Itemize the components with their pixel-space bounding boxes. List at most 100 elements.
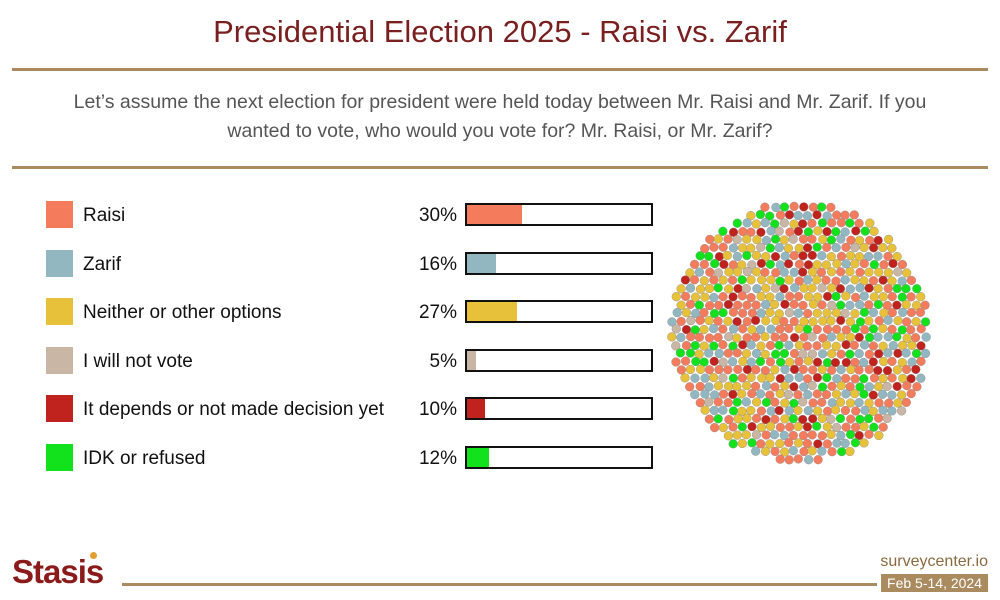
dot — [879, 260, 889, 270]
dot — [807, 218, 817, 228]
dot — [709, 341, 719, 351]
dot — [765, 340, 776, 351]
dot — [865, 332, 875, 343]
dot — [892, 332, 902, 342]
dot — [699, 324, 709, 335]
dot — [794, 291, 804, 302]
survey-date-badge: Feb 5-14, 2024 — [881, 574, 988, 592]
dot — [822, 373, 832, 383]
dot — [738, 324, 748, 334]
dot — [728, 324, 739, 334]
dot — [893, 316, 903, 326]
dot — [845, 284, 855, 294]
dot — [769, 430, 780, 440]
dot — [807, 283, 817, 293]
dot — [887, 276, 897, 286]
dot — [854, 252, 865, 262]
dot — [868, 324, 879, 334]
dot — [873, 251, 883, 261]
dot — [802, 422, 813, 432]
dot — [737, 275, 747, 285]
bar-track — [465, 445, 653, 469]
dot — [709, 405, 719, 416]
dot — [849, 210, 859, 220]
dot — [681, 307, 692, 318]
dot — [718, 275, 728, 285]
dot — [747, 389, 757, 399]
dot — [728, 341, 738, 351]
dot — [850, 242, 860, 253]
dot — [770, 251, 781, 262]
dot — [827, 283, 837, 293]
dot — [789, 316, 799, 327]
dot — [873, 283, 883, 294]
dot — [812, 260, 822, 270]
dot — [751, 300, 761, 310]
dot — [751, 348, 762, 359]
legend-swatch — [46, 249, 73, 277]
dot — [728, 439, 738, 449]
dot — [859, 291, 869, 301]
dot — [817, 364, 827, 375]
dot — [755, 389, 766, 399]
dot — [818, 234, 828, 245]
dot — [863, 251, 874, 262]
dot — [812, 242, 822, 252]
dot — [817, 283, 827, 293]
dot — [807, 380, 817, 391]
dot — [699, 276, 709, 286]
dot — [672, 307, 682, 318]
dot — [785, 357, 795, 367]
dot — [757, 275, 767, 285]
dot — [728, 406, 739, 416]
dot — [793, 405, 803, 416]
dot — [864, 398, 874, 408]
dot — [841, 373, 851, 384]
dot — [798, 267, 808, 277]
dot — [751, 413, 762, 423]
dot — [827, 365, 837, 375]
dot — [906, 325, 916, 335]
dot — [784, 340, 794, 350]
dot — [689, 275, 700, 285]
dot — [709, 242, 719, 252]
dot — [860, 226, 870, 236]
dot — [893, 267, 903, 277]
dot — [760, 446, 771, 456]
dot — [713, 381, 724, 391]
bar-track — [465, 348, 653, 372]
dot — [746, 292, 756, 303]
dot — [836, 251, 847, 261]
dot — [855, 267, 865, 277]
dot — [746, 372, 756, 383]
dot — [901, 397, 911, 408]
dot — [803, 356, 814, 366]
dot — [873, 299, 884, 310]
legend-swatch — [46, 443, 73, 471]
dot — [784, 259, 794, 269]
dot — [695, 364, 706, 375]
dot — [784, 275, 794, 285]
dot — [741, 430, 751, 440]
dot — [826, 414, 836, 424]
dot — [859, 307, 870, 317]
dot — [713, 316, 723, 326]
dot — [714, 365, 724, 375]
legend-swatch — [46, 201, 73, 228]
dot — [765, 243, 775, 253]
dot — [883, 332, 893, 342]
dot — [845, 300, 855, 311]
bar — [467, 447, 490, 467]
dot — [751, 397, 762, 407]
dot — [878, 405, 888, 415]
dot — [727, 275, 738, 285]
dot — [892, 300, 902, 310]
dot — [817, 431, 827, 441]
dot — [713, 332, 723, 343]
dot — [868, 357, 878, 367]
dot — [783, 390, 793, 400]
dot — [821, 260, 831, 270]
dot — [874, 398, 884, 408]
dot — [832, 438, 842, 448]
dot — [850, 309, 860, 319]
